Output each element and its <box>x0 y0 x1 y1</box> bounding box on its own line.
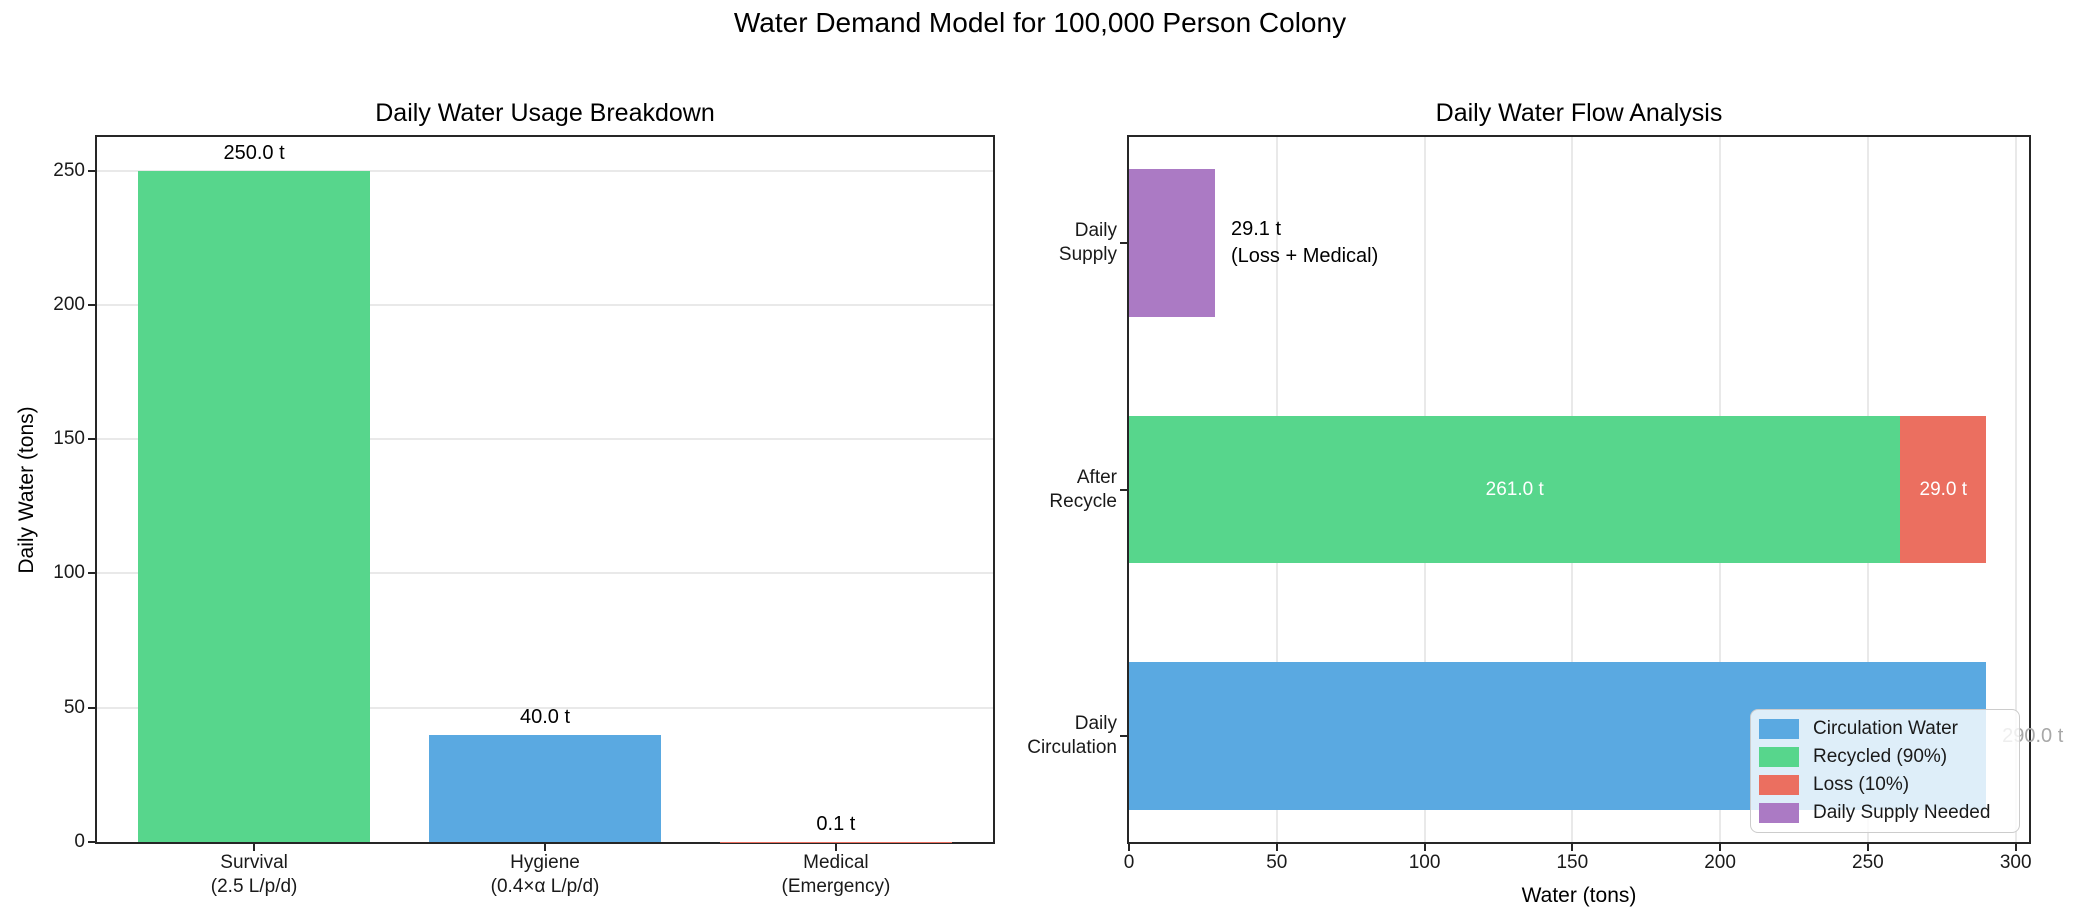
y-tick-mark <box>88 841 97 843</box>
bar-segment <box>1900 415 1987 564</box>
y-tick-label: Daily Supply <box>1058 220 1117 265</box>
x-tick-label: Medical (Emergency) <box>781 852 891 897</box>
bar-segment <box>1129 415 1901 564</box>
y-tick-mark <box>88 303 97 306</box>
bar-value-label: 40.0 t <box>519 705 571 728</box>
legend-entry: Circulation Water <box>1759 715 2009 743</box>
loss-swatch <box>1759 775 1799 795</box>
daily-supply-needed-swatch <box>1759 803 1799 823</box>
y-tick-label: 200 <box>53 293 85 315</box>
left-chart-title: Daily Water Usage Breakdown <box>375 99 715 127</box>
x-tick-label: 50 <box>1266 852 1288 873</box>
segment-value-label: 29.0 t <box>1919 478 1968 500</box>
x-gridline <box>2014 137 2017 842</box>
recycled-swatch <box>1759 747 1799 767</box>
y-tick-label: 0 <box>74 831 85 852</box>
y-tick-label: 50 <box>63 696 85 718</box>
x-tick-mark <box>2014 842 2017 851</box>
y-tick-label: 150 <box>53 428 85 450</box>
bar-survival <box>137 170 371 842</box>
y-tick-mark <box>88 706 97 709</box>
y-tick-label: 250 <box>53 159 85 181</box>
x-tick-mark <box>834 842 837 851</box>
legend-entry-label: Daily Supply Needed <box>1813 802 1991 823</box>
legend-entry: Loss (10%) <box>1759 771 2009 799</box>
y-tick-mark <box>88 438 97 441</box>
x-tick-mark <box>253 842 256 851</box>
x-tick-mark <box>1866 842 1869 851</box>
x-tick-mark <box>1719 842 1722 851</box>
x-tick-mark <box>1275 842 1278 851</box>
y-gridline <box>97 169 993 172</box>
x-tick-mark <box>1571 842 1574 851</box>
x-tick-label: 100 <box>1408 852 1441 873</box>
x-tick-label: Hygiene (0.4×α L/p/d) <box>490 852 600 897</box>
right-chart-title: Daily Water Flow Analysis <box>1435 99 1723 127</box>
y-tick-mark <box>1120 488 1129 491</box>
x-tick-label: Survival (2.5 L/p/d) <box>210 852 298 897</box>
x-tick-label: 300 <box>1999 852 2032 873</box>
bar-value-label: 250.0 t <box>223 141 285 164</box>
bar-segment <box>1129 169 1215 317</box>
x-tick-label: 200 <box>1704 852 1736 873</box>
y-tick-mark <box>88 572 97 575</box>
x-tick-label: 250 <box>1852 852 1884 873</box>
legend-entry-label: Loss (10%) <box>1813 774 1910 795</box>
segment-value-label: 261.0 t <box>1485 478 1544 500</box>
y-gridline <box>97 303 993 306</box>
x-tick-mark <box>1128 842 1130 851</box>
x-tick-mark <box>1423 842 1426 851</box>
y-gridline <box>97 438 993 441</box>
figure-title: Water Demand Model for 100,000 Person Co… <box>733 7 1347 38</box>
y-tick-mark <box>88 169 97 172</box>
legend: Circulation Water Recycled (90%) Loss (1… <box>1750 709 2020 833</box>
legend-entry: Recycled (90%) <box>1759 743 2009 771</box>
bar-annotation: 29.1 t (Loss + Medical) <box>1231 218 1379 267</box>
circulation-water-swatch <box>1759 719 1799 739</box>
legend-entry: Daily Supply Needed <box>1759 799 2009 827</box>
x-tick-label: 0 <box>1123 852 1135 873</box>
x-tick-label: 150 <box>1556 852 1589 873</box>
x-tick-mark <box>544 842 546 851</box>
bar-hygiene <box>428 734 662 842</box>
bar-value-label: 0.1 t <box>816 812 856 835</box>
y-tick-mark <box>1120 242 1129 244</box>
legend-entry-label: Circulation Water <box>1813 718 1959 739</box>
y-tick-label: After Recycle <box>1049 466 1117 512</box>
y-gridline <box>97 706 993 709</box>
y-gridline <box>97 572 993 575</box>
legend-entry-label: Recycled (90%) <box>1813 746 1948 767</box>
y-tick-label: Daily Circulation <box>1027 713 1117 758</box>
y-tick-mark <box>1120 735 1129 737</box>
y-tick-label: 100 <box>53 562 85 584</box>
right-chart-x-axis-label: Water (tons) <box>1521 884 1637 907</box>
